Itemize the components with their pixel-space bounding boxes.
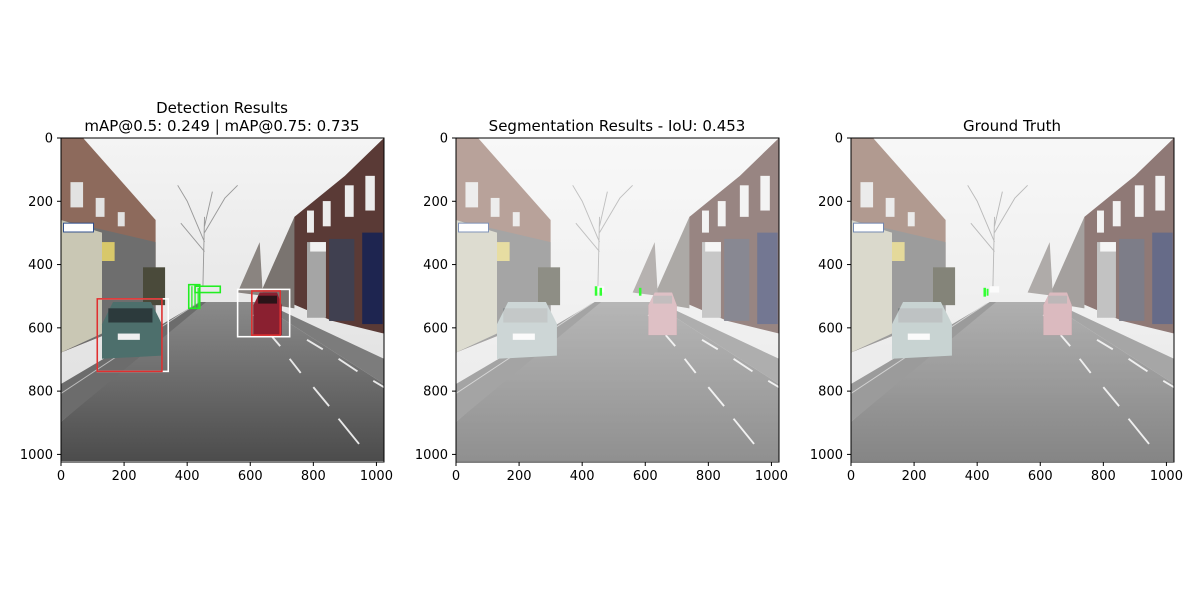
ground-truth-person-mask xyxy=(983,287,989,297)
x-tick-label: 600 xyxy=(633,469,658,484)
y-tick-label: 0 xyxy=(45,132,53,147)
y-tick-label: 1000 xyxy=(810,448,843,463)
detection-image xyxy=(61,138,384,462)
x-tick-label: 400 xyxy=(570,469,595,484)
y-tick-label: 0 xyxy=(835,132,843,147)
ground-truth-panel: Ground Truth 0 200 400 600 800 1000 0 200 400 600… xyxy=(810,117,1183,484)
y-tick-label: 800 xyxy=(28,385,53,400)
x-tick-label: 800 xyxy=(301,469,326,484)
y-tick-label: 400 xyxy=(423,258,448,273)
x-tick-label: 200 xyxy=(902,469,927,484)
x-tick-label: 800 xyxy=(696,469,721,484)
detection-box xyxy=(96,298,163,373)
ground-truth-title: Ground Truth xyxy=(963,117,1061,135)
x-tick-label: 0 xyxy=(452,469,460,484)
x-tick-label: 1000 xyxy=(360,469,393,484)
x-tick-label: 200 xyxy=(507,469,532,484)
ground-truth-image xyxy=(851,138,1174,462)
x-tick-label: 600 xyxy=(238,469,263,484)
y-tick-label: 200 xyxy=(423,195,448,210)
x-tick-label: 800 xyxy=(1091,469,1116,484)
y-tick-label: 800 xyxy=(818,385,843,400)
y-tick-label: 0 xyxy=(440,132,448,147)
y-tick-label: 400 xyxy=(818,258,843,273)
x-tick-label: 0 xyxy=(847,469,855,484)
x-tick-label: 0 xyxy=(57,469,65,484)
detection-box-layer xyxy=(96,283,291,373)
detection-title-line-2: mAP@0.5: 0.249 | mAP@0.75: 0.735 xyxy=(84,117,359,135)
detection-axes-frame xyxy=(60,137,385,463)
detection-box xyxy=(236,288,291,338)
x-tick-label: 1000 xyxy=(1150,469,1183,484)
y-tick-label: 600 xyxy=(423,321,448,336)
ground-truth-axes-frame xyxy=(850,137,1175,463)
detection-box xyxy=(187,283,201,310)
person-detections xyxy=(191,286,199,309)
y-tick-label: 1000 xyxy=(415,448,448,463)
detection-title-line-1: Detection Results xyxy=(156,99,288,117)
y-tick-label: 600 xyxy=(28,321,53,336)
detection-box xyxy=(251,290,281,336)
segmentation-person-mask xyxy=(594,286,642,296)
segmentation-axes-frame xyxy=(455,137,780,463)
x-tick-label: 600 xyxy=(1028,469,1053,484)
y-tick-label: 400 xyxy=(28,258,53,273)
y-tick-label: 1000 xyxy=(20,448,53,463)
x-tick-label: 400 xyxy=(965,469,990,484)
segmentation-image xyxy=(456,138,779,462)
detection-panel: Detection Results mAP@0.5: 0.249 | mAP@0… xyxy=(20,99,393,484)
y-tick-label: 600 xyxy=(818,321,843,336)
y-tick-label: 800 xyxy=(423,385,448,400)
segmentation-panel: Segmentation Results - IoU: 0.453 0 200 40… xyxy=(415,117,788,484)
y-tick-label: 200 xyxy=(818,195,843,210)
x-tick-label: 400 xyxy=(175,469,200,484)
segmentation-title: Segmentation Results - IoU: 0.453 xyxy=(489,117,746,135)
y-tick-label: 200 xyxy=(28,195,53,210)
x-tick-label: 200 xyxy=(112,469,137,484)
x-tick-label: 1000 xyxy=(755,469,788,484)
